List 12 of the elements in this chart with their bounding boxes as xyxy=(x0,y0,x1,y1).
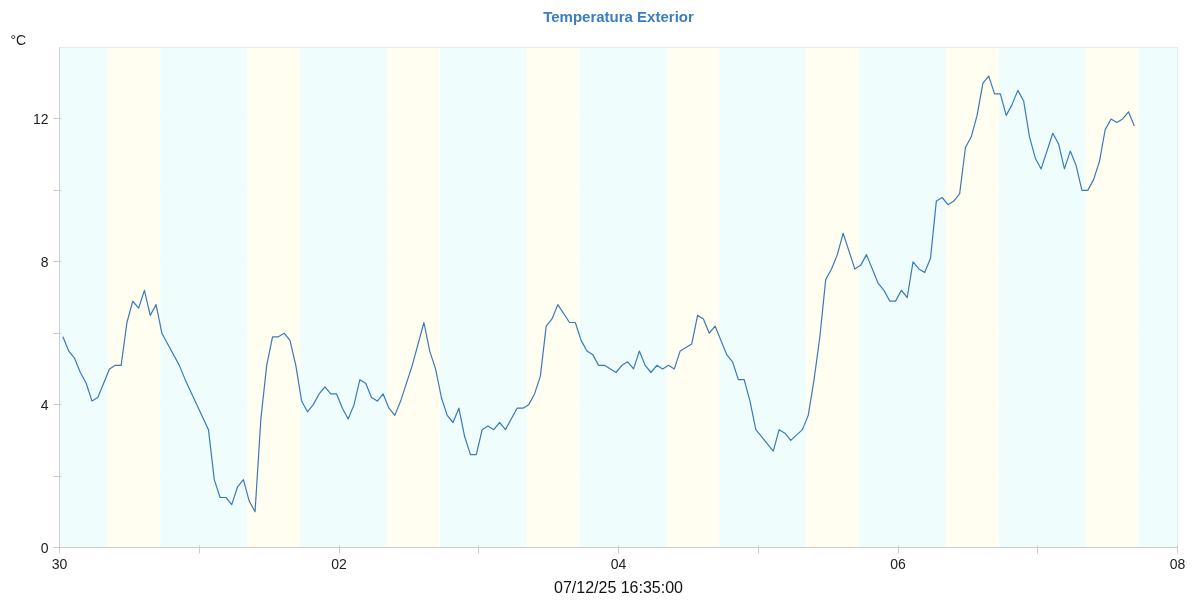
text: 07/12/25 16:35:00 xyxy=(554,578,684,596)
y-tick-label: 4 xyxy=(40,396,49,413)
x-tick-label: 06 xyxy=(890,555,906,572)
y-tick-label: 0 xyxy=(40,539,49,556)
y-tick-label: 8 xyxy=(40,253,49,270)
chart-title: Temperatura Exterior xyxy=(543,7,694,25)
y-axis-title: °C xyxy=(10,31,27,48)
x-tick-label: 30 xyxy=(51,555,68,572)
y-tick-label: 12 xyxy=(32,110,49,127)
x-tick-label: 02 xyxy=(331,555,347,572)
x-tick-label: 08 xyxy=(1169,555,1186,572)
x-tick-label: 04 xyxy=(610,555,627,572)
